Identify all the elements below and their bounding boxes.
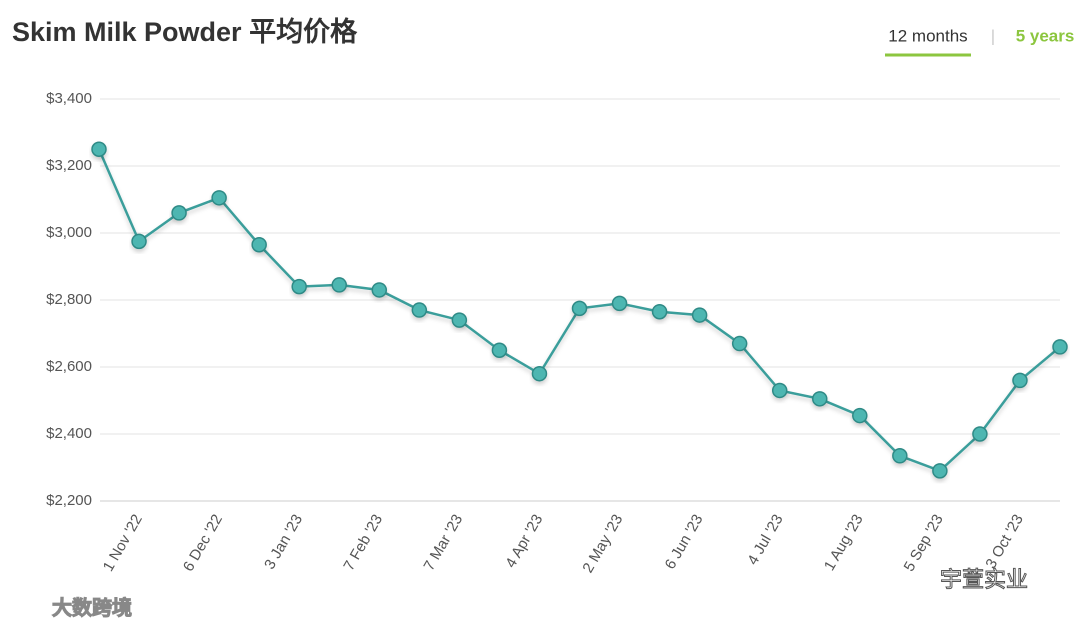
x-tick-label: 4 Apr '23 [502,511,546,570]
point [771,382,788,399]
point [571,300,588,317]
x-tick-label: 5 Sep '23 [901,511,947,574]
y-tick-label: $3,000 [46,224,92,241]
y-tick-label: $2,400 [46,425,92,442]
point [972,426,988,442]
point [1012,372,1028,389]
watermark: 大数跨境 [52,595,132,619]
x-tick-label: 1 Aug '23 [821,511,867,573]
point [371,282,388,298]
x-tick-label: 4 Jul '23 [744,511,786,567]
point [892,448,908,464]
point [731,335,748,352]
point [131,233,147,250]
point [491,342,508,358]
point [451,312,468,328]
point [211,190,227,206]
x-tick-label: 2 May '23 [579,511,626,575]
y-tick-label: $2,600 [46,358,92,375]
x-tick-label: 3 Oct '23 [982,511,1027,571]
point [411,302,428,318]
point [932,463,948,479]
point [171,205,187,221]
point [812,391,828,407]
x-tick-label: 6 Dec '22 [180,511,226,574]
watermark: 宇萱实业 [940,567,1028,592]
chart-title: Skim Milk Powder 平均价格 [12,17,358,47]
tab[interactable]: 5 years [1016,26,1075,45]
point [331,277,347,293]
x-tick-label: 1 Nov '22 [100,511,146,574]
x-tick-label: 7 Mar '23 [421,511,467,573]
x-tick-label: 3 Jan '23 [261,511,306,572]
y-tick-label: $2,800 [46,291,92,308]
x-tick-label: 7 Feb '23 [340,511,386,573]
point [1052,339,1068,355]
point [691,307,708,323]
point [251,236,267,253]
point [611,295,628,312]
point [91,141,107,157]
x-tick-label: 6 Jun '23 [662,511,707,572]
y-tick-label: $2,200 [46,492,92,509]
point [651,303,668,320]
point [291,278,307,295]
y-tick-label: $3,200 [46,157,92,174]
point [531,365,548,382]
tab[interactable]: 12 months [888,26,967,45]
point [852,407,868,424]
tab-separator: | [991,26,995,45]
y-tick-label: $3,400 [46,90,92,107]
